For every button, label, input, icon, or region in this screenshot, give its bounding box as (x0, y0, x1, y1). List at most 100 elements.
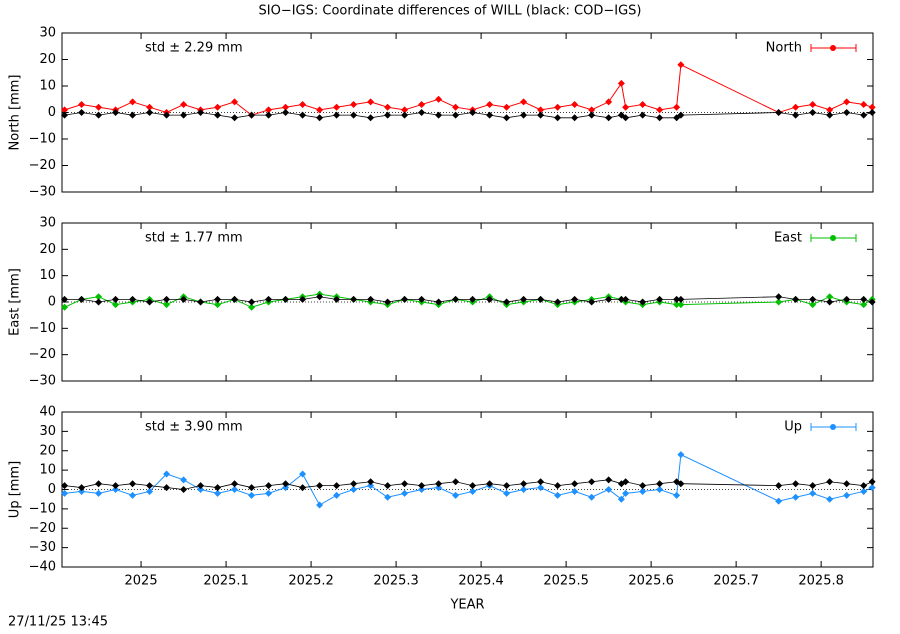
data-point (367, 482, 375, 490)
data-point (486, 295, 494, 303)
x-tick-label: 2025.2 (288, 574, 334, 589)
data-point (571, 101, 579, 109)
series-line (64, 453, 873, 506)
y-tick-label: −30 (29, 540, 56, 555)
data-point (452, 295, 460, 303)
data-point (95, 480, 103, 488)
data-point (868, 484, 876, 492)
data-point (677, 451, 685, 459)
data-point (843, 295, 851, 303)
data-point (112, 109, 120, 116)
data-point (435, 480, 443, 488)
chart-title: SIO−IGS: Coordinate differences of WILL … (259, 4, 642, 19)
x-tick-label: 2025.5 (543, 574, 589, 589)
data-point (401, 111, 409, 119)
x-tick-label: 2025.7 (713, 574, 759, 589)
data-point (792, 111, 800, 119)
data-point (214, 103, 222, 111)
y-tick-label: 10 (39, 79, 56, 94)
data-point (537, 111, 545, 119)
legend-marker (830, 45, 836, 51)
data-point (316, 293, 324, 301)
data-point (809, 489, 817, 497)
data-point (673, 301, 681, 309)
data-point (112, 486, 120, 493)
data-point (588, 298, 596, 306)
y-tick-label: −30 (29, 374, 56, 389)
x-axis-label: YEAR (449, 598, 484, 613)
data-point (78, 487, 86, 495)
data-point (265, 295, 273, 303)
data-point (180, 111, 188, 119)
data-point (775, 298, 783, 306)
data-point (520, 111, 528, 119)
data-point (656, 106, 664, 114)
data-point (775, 497, 783, 505)
data-point (639, 298, 647, 306)
data-point (639, 482, 647, 490)
data-point (860, 295, 868, 303)
y-axis-label: East [mm] (8, 268, 23, 336)
data-point (843, 98, 851, 106)
y-axis-label: Up [mm] (8, 461, 23, 518)
data-point (112, 301, 120, 309)
data-point (868, 478, 876, 486)
series-line (64, 64, 873, 116)
data-point (112, 295, 120, 303)
data-point (469, 109, 477, 116)
data-point (95, 298, 103, 306)
data-point (809, 301, 817, 309)
data-point (571, 487, 579, 495)
y-tick-label: 30 (39, 26, 56, 41)
data-point (316, 501, 324, 509)
data-point (384, 298, 392, 306)
data-point (61, 489, 69, 497)
data-point (265, 489, 273, 497)
x-tick-label: 2025 (125, 574, 158, 589)
data-point (571, 480, 579, 488)
data-point (826, 293, 834, 301)
data-point (520, 486, 528, 493)
data-point (868, 103, 876, 111)
data-point (868, 298, 876, 306)
data-point (163, 301, 171, 309)
data-point (571, 114, 579, 122)
y-tick-label: 0 (48, 295, 56, 310)
data-point (809, 109, 817, 116)
data-point (197, 482, 205, 490)
data-point (775, 109, 783, 116)
data-point (418, 482, 426, 490)
data-point (673, 491, 681, 499)
y-tick-label: −20 (29, 521, 56, 536)
data-point (316, 106, 324, 114)
data-point (95, 103, 103, 111)
data-point (333, 295, 341, 303)
data-point (61, 295, 69, 303)
data-point (180, 486, 188, 493)
data-point (231, 295, 239, 303)
data-point (350, 486, 358, 493)
data-point (418, 109, 426, 116)
data-point (656, 114, 664, 122)
data-point (265, 106, 273, 114)
data-point (350, 101, 358, 109)
data-point (129, 111, 137, 119)
data-point (452, 478, 460, 486)
data-point (265, 111, 273, 119)
data-point (826, 478, 834, 486)
data-point (231, 114, 239, 122)
data-point (520, 295, 528, 303)
data-point (673, 295, 681, 303)
data-point (617, 295, 625, 303)
data-point (214, 484, 222, 492)
data-point (163, 295, 171, 303)
data-point (384, 103, 392, 111)
data-point (469, 487, 477, 495)
data-point (435, 95, 443, 103)
data-point (554, 482, 562, 490)
data-point (350, 111, 358, 119)
data-point (78, 484, 86, 492)
y-tick-label: 20 (39, 52, 56, 67)
data-point (605, 98, 613, 106)
legend-label: North (766, 41, 802, 56)
